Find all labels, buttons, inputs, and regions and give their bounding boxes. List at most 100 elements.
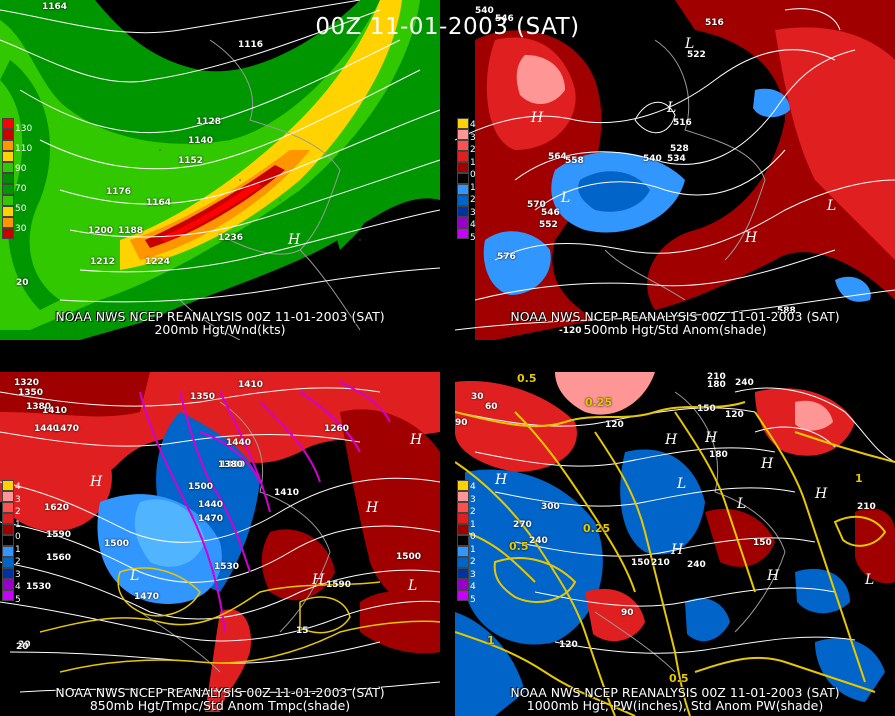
contour-label: 1176 xyxy=(106,187,132,197)
anomaly-legend xyxy=(2,480,14,601)
legend-label: 2 xyxy=(15,507,21,517)
contour-label: 1440 xyxy=(226,438,252,448)
contour-label: 1410 xyxy=(238,380,264,390)
panel-200mb-map xyxy=(0,0,440,340)
contour-label: 210 xyxy=(707,372,726,382)
contour-label: 1470 xyxy=(134,592,160,602)
contour-label: 0.25 xyxy=(585,396,613,409)
panel-850mb-temperature: 4 3 2 1 0 1 2 3 4 5 1320 1350 1380 1410 … xyxy=(0,372,440,716)
contour-label: 1380 xyxy=(220,460,246,470)
high-pressure-marker: H xyxy=(671,542,684,558)
contour-label: 1164 xyxy=(146,198,172,208)
contour-label: 210 xyxy=(857,502,876,512)
legend-label: 130 xyxy=(15,124,33,134)
contour-label: 552 xyxy=(539,220,558,230)
contour-label: 90 xyxy=(455,418,468,428)
legend-label: 50 xyxy=(15,204,27,214)
panel-850mb-map xyxy=(0,372,440,716)
contour-label: 1380 xyxy=(26,402,52,412)
high-pressure-marker: H xyxy=(312,572,325,588)
contour-label: 0.5 xyxy=(509,540,529,553)
map-valid-time-title: 00Z 11-01-2003 (SAT) xyxy=(315,14,580,40)
legend-label: 70 xyxy=(15,184,27,194)
side-value-label: -120 xyxy=(559,326,582,336)
contour-label: 576 xyxy=(497,252,516,262)
legend-label: 0 xyxy=(15,532,21,542)
contour-label: 1440 xyxy=(34,424,60,434)
anomaly-legend-labels: 4 3 2 1 0 1 2 3 4 5 xyxy=(470,120,476,245)
wind-speed-legend xyxy=(2,118,14,239)
high-pressure-marker: H xyxy=(495,472,508,488)
anomaly-legend-labels: 4 3 2 1 0 1 2 3 4 5 xyxy=(470,482,476,607)
panel-field-caption: 850mb Hgt/Tmpc/Std Anom Tmpc(shade) xyxy=(89,698,351,713)
legend-label: 3 xyxy=(470,132,476,143)
contour-label: 546 xyxy=(541,208,560,218)
legend-label: 3 xyxy=(15,494,21,505)
low-pressure-marker: L xyxy=(677,476,687,492)
side-value-label: 20 xyxy=(16,278,29,288)
panel-1000mb-precipitable-water: 4 3 2 1 0 1 2 3 4 5 0.5 30 60 90 0.25 12… xyxy=(455,372,895,716)
contour-label: 120 xyxy=(605,420,624,430)
side-value-label: 20 xyxy=(16,642,29,652)
legend-label: 2 xyxy=(470,145,476,155)
legend-label: 0 xyxy=(470,170,476,180)
legend-label: 4 xyxy=(470,120,476,130)
low-pressure-marker: L xyxy=(667,100,677,116)
legend-label: 5 xyxy=(15,594,21,605)
contour-label: 180 xyxy=(709,450,728,460)
contour-label: 240 xyxy=(529,536,548,546)
legend-label: 3 xyxy=(15,569,21,580)
legend-label: 2 xyxy=(470,507,476,517)
low-pressure-marker: L xyxy=(130,568,140,584)
legend-label: 90 xyxy=(15,164,27,174)
legend-label: 2 xyxy=(15,557,21,567)
contour-label: 546 xyxy=(495,14,514,24)
high-pressure-marker: H xyxy=(665,432,678,448)
contour-label: 1500 xyxy=(188,482,214,492)
legend-label: 1 xyxy=(470,519,476,530)
low-pressure-marker: L xyxy=(408,578,418,594)
contour-label: 516 xyxy=(705,18,724,28)
contour-label: 1236 xyxy=(218,233,244,243)
contour-label: 1470 xyxy=(54,424,80,434)
legend-label: 1 xyxy=(470,157,476,168)
contour-label: 1410 xyxy=(42,406,68,416)
panel-500mb-map xyxy=(455,0,895,340)
contour-label: 240 xyxy=(735,378,754,388)
contour-label: 1530 xyxy=(214,562,240,572)
legend-label: 110 xyxy=(15,144,33,154)
contour-label: 270 xyxy=(513,520,532,530)
low-pressure-marker: L xyxy=(737,496,747,512)
contour-label: 1350 xyxy=(190,392,216,402)
high-pressure-marker: H xyxy=(531,110,544,126)
contour-label: 588 xyxy=(777,306,796,316)
legend-label: 30 xyxy=(15,224,27,234)
legend-label: 5 xyxy=(470,232,476,243)
contour-label: 558 xyxy=(565,156,584,166)
panel-200mb-height-wind: 130 110 90 70 50 30 1164 1116 1128 1140 … xyxy=(0,0,440,340)
contour-label: 1212 xyxy=(90,257,116,267)
panel-source-caption: NOAA NWS NCEP REANALYSIS 00Z 11-01-2003 … xyxy=(55,685,385,700)
contour-label: 1470 xyxy=(198,514,224,524)
legend-label: 1 xyxy=(470,544,476,555)
contour-label: 564 xyxy=(548,152,567,162)
contour-label: 522 xyxy=(687,50,706,60)
panel-source-caption: NOAA NWS NCEP REANALYSIS 00Z 11-01-2003 … xyxy=(510,309,840,324)
contour-label: 1320 xyxy=(14,378,40,388)
contour-label: 1164 xyxy=(42,2,68,12)
contour-label: 1530 xyxy=(26,582,52,592)
legend-label: 2 xyxy=(470,557,476,567)
contour-label: 90 xyxy=(621,608,634,618)
contour-label: 0.5 xyxy=(669,672,689,685)
contour-label: 120 xyxy=(725,410,744,420)
legend-label: 4 xyxy=(470,220,476,230)
contour-label: 20 xyxy=(18,640,31,650)
legend-label: 4 xyxy=(15,582,21,592)
contour-label: 0.25 xyxy=(583,522,611,535)
panel-field-caption: 1000mb Hgt, PW(inches), Std Anom PW(shad… xyxy=(526,698,824,713)
contour-label: 1 xyxy=(487,634,495,647)
high-pressure-marker: H xyxy=(767,568,780,584)
legend-label: 4 xyxy=(15,482,21,492)
contour-label: 120 xyxy=(559,640,578,650)
panel-field-caption: 200mb Hgt/Wnd(kts) xyxy=(154,322,286,337)
